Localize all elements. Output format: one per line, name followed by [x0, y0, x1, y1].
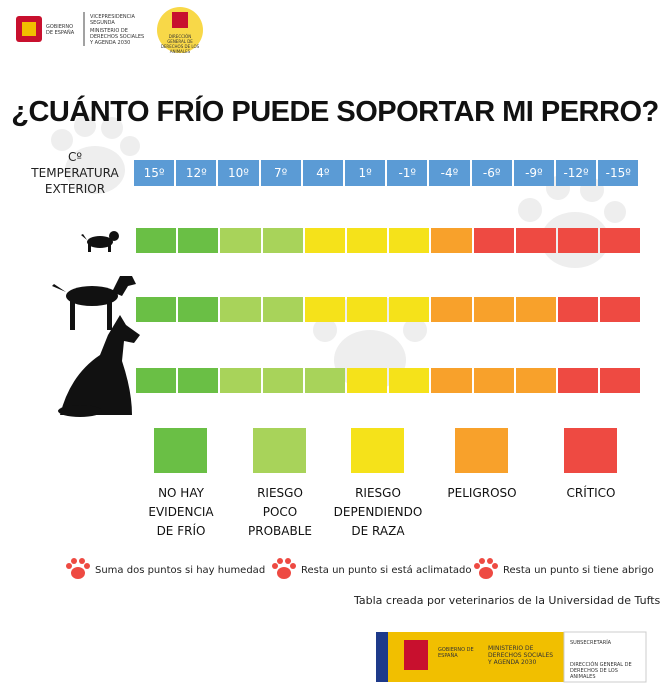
- legend-label: DE RAZA: [351, 524, 405, 538]
- temp-cell: -4º: [429, 160, 470, 186]
- temp-cell: 15º: [134, 160, 175, 186]
- risk-cell: [136, 228, 177, 253]
- temp-cell: 4º: [302, 160, 343, 186]
- risk-cell: [220, 297, 261, 322]
- footer-ministry: MINISTERIO DE DERECHOS SOCIALES Y AGENDA…: [488, 645, 554, 666]
- legend-label: DE FRÍO: [156, 524, 206, 538]
- risk-cell: [431, 228, 472, 253]
- temp-label: Cº: [67, 150, 83, 164]
- legend-swatch: [253, 428, 306, 473]
- directorate-text: DIRECCIÓN GENERAL DE DERECHOS DE LOS ANI…: [160, 34, 200, 54]
- risk-cell: [220, 368, 261, 393]
- vice-text: VICEPRESIDENCIA SEGUNDA: [90, 14, 135, 26]
- risk-cell: [558, 368, 599, 393]
- risk-cell: [515, 228, 556, 253]
- dog-small: [81, 231, 119, 252]
- dog-medium: [52, 276, 136, 330]
- note: Resta un punto si está aclimatado: [301, 565, 472, 576]
- risk-cell: [473, 368, 514, 393]
- risk-cell: [473, 228, 514, 253]
- temp-label: TEMPERATURA: [31, 166, 119, 180]
- risk-cell: [600, 368, 641, 393]
- legend-label: NO HAY: [158, 486, 204, 500]
- temp-cell: 12º: [176, 160, 217, 186]
- legend-swatch: [455, 428, 508, 473]
- risk-cell: [220, 228, 261, 253]
- risk-cell: [262, 368, 303, 393]
- risk-cell: [389, 228, 430, 253]
- risk-cell: [136, 368, 177, 393]
- risk-cell: [304, 297, 345, 322]
- temp-label: EXTERIOR: [44, 182, 106, 196]
- risk-cell: [558, 228, 599, 253]
- temp-cell: 10º: [218, 160, 259, 186]
- footer-gov: GOBIERNO DE ESPAÑA: [438, 647, 474, 659]
- temp-cell: 7º: [260, 160, 301, 186]
- risk-cell: [178, 368, 219, 393]
- risk-cell: [515, 297, 556, 322]
- legend-swatch: [564, 428, 617, 473]
- paw-icon: [66, 558, 90, 579]
- legend-label: RIESGO: [257, 486, 303, 500]
- directorate-logo: [157, 7, 203, 53]
- risk-cell: [600, 297, 641, 322]
- footer-directorate: DIRECCIÓN GENERAL DE DERECHOS DE LOS ANI…: [570, 662, 632, 680]
- legend-swatch: [154, 428, 207, 473]
- footer-logo: [376, 631, 647, 683]
- legend-swatch: [351, 428, 404, 473]
- paw-icon: [272, 558, 296, 579]
- temp-cell: -9º: [513, 160, 554, 186]
- risk-cell: [558, 297, 599, 322]
- risk-cell: [389, 297, 430, 322]
- risk-cell: [431, 368, 472, 393]
- risk-cell: [262, 228, 303, 253]
- legend-label: RIESGO: [355, 486, 401, 500]
- risk-cell: [515, 368, 556, 393]
- footer-sub: SUBSECRETARÍA: [570, 640, 612, 646]
- risk-cell: [304, 368, 345, 393]
- risk-cell: [178, 228, 219, 253]
- risk-cell: [304, 228, 345, 253]
- risk-cell: [347, 228, 388, 253]
- risk-cell: [431, 297, 472, 322]
- note: Resta un punto si tiene abrigo: [503, 565, 654, 576]
- legend-label: PROBABLE: [248, 524, 312, 538]
- legend-label: PELIGROSO: [447, 486, 517, 500]
- dog-large: [58, 315, 140, 417]
- gov-text: GOBIERNO DE ESPAÑA: [46, 24, 75, 36]
- legend-label: CRÍTICO: [566, 486, 616, 500]
- risk-cell: [136, 297, 177, 322]
- temp-cell: -6º: [471, 160, 512, 186]
- risk-cell: [389, 368, 430, 393]
- temp-cell: -12º: [556, 160, 597, 186]
- risk-cell: [178, 297, 219, 322]
- legend-label: EVIDENCIA: [148, 505, 214, 519]
- temp-cell: -15º: [598, 160, 639, 186]
- header-crest: [16, 16, 42, 42]
- paw-icon: [474, 558, 498, 579]
- title: ¿CUÁNTO FRÍO PUEDE SOPORTAR MI PERRO?: [11, 96, 659, 128]
- ministry-text: MINISTERIO DE DERECHOS SOCIALES Y AGENDA…: [90, 28, 145, 46]
- risk-cell: [347, 368, 388, 393]
- risk-cell: [473, 297, 514, 322]
- risk-cell: [600, 228, 641, 253]
- crest: [172, 12, 188, 28]
- temp-cell: -1º: [387, 160, 428, 186]
- legend-label: DEPENDIENDO: [333, 505, 423, 519]
- legend-label: POCO: [262, 505, 298, 519]
- credit: Tabla creada por veterinarios de la Univ…: [354, 594, 661, 607]
- risk-cell: [262, 297, 303, 322]
- note: Suma dos puntos si hay humedad: [95, 565, 266, 576]
- risk-cell: [347, 297, 388, 322]
- temp-cell: 1º: [345, 160, 386, 186]
